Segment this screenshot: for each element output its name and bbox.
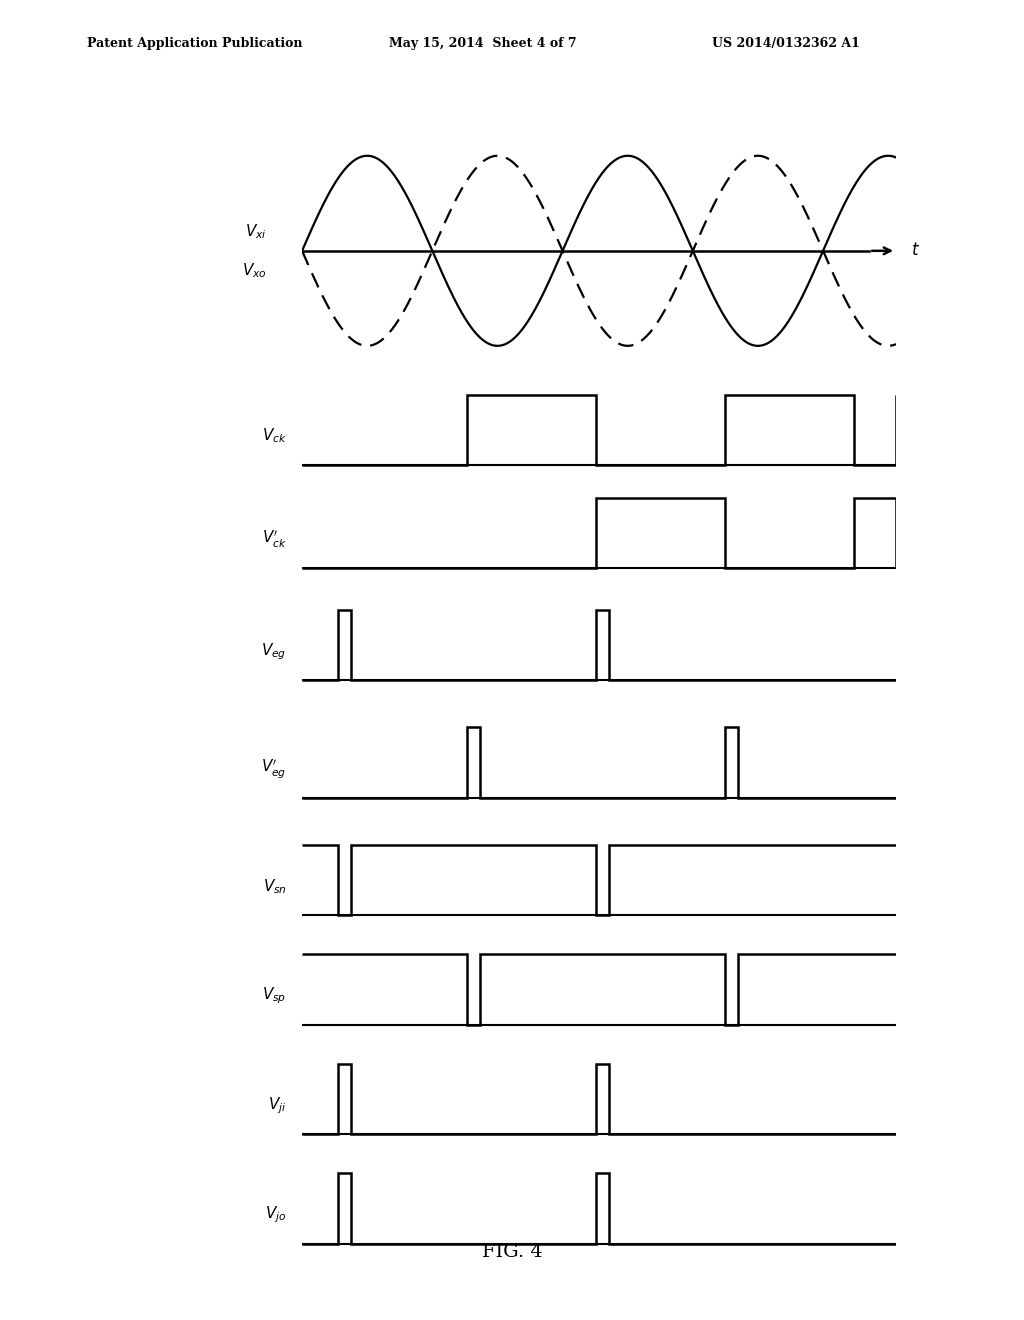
Text: $V_{sp}$: $V_{sp}$ (262, 986, 287, 1006)
Text: $V_{ck}$: $V_{ck}$ (262, 426, 287, 445)
Text: $V_{ck}'$: $V_{ck}'$ (262, 528, 287, 549)
Text: $V_{jo}$: $V_{jo}$ (265, 1205, 287, 1225)
Text: $t$: $t$ (911, 243, 920, 259)
Text: $V_{xo}$: $V_{xo}$ (242, 261, 266, 280)
Text: $V_{ji}$: $V_{ji}$ (268, 1096, 287, 1115)
Text: $V_{eg}$: $V_{eg}$ (261, 642, 287, 661)
Text: US 2014/0132362 A1: US 2014/0132362 A1 (712, 37, 859, 50)
Text: FIG. 4: FIG. 4 (481, 1242, 543, 1261)
Text: Patent Application Publication: Patent Application Publication (87, 37, 302, 50)
Text: $V_{xi}$: $V_{xi}$ (245, 222, 266, 240)
Text: $V_{sn}$: $V_{sn}$ (263, 876, 287, 895)
Text: May 15, 2014  Sheet 4 of 7: May 15, 2014 Sheet 4 of 7 (389, 37, 577, 50)
Text: $V_{eg}'$: $V_{eg}'$ (261, 758, 287, 780)
